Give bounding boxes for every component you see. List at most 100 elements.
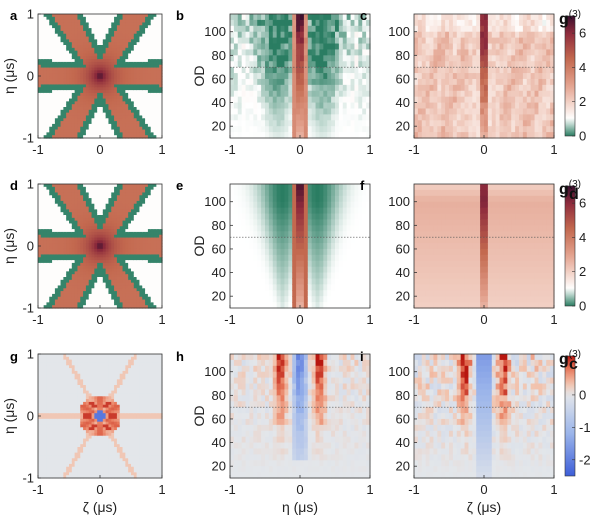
heatmap-cell — [230, 25, 235, 33]
heatmap-cell — [88, 302, 93, 306]
heatmap-cell — [52, 248, 56, 253]
heatmap-cell — [88, 90, 93, 94]
heatmap-cell — [491, 114, 497, 121]
heatmap-cell — [119, 234, 124, 239]
heatmap-cell — [484, 96, 489, 104]
heatmap-cell — [38, 282, 42, 287]
heatmap-cell — [63, 192, 67, 196]
heatmap-cell — [54, 248, 59, 253]
heatmap-cell — [60, 217, 64, 222]
heatmap-cell — [156, 36, 160, 40]
heatmap-cell — [54, 30, 59, 35]
heatmap-cell — [74, 212, 79, 216]
heatmap-cell — [69, 107, 73, 111]
heatmap-cell — [88, 206, 93, 210]
heatmap-cell — [46, 305, 50, 309]
heatmap-cell — [288, 25, 293, 33]
heatmap-cell — [119, 206, 124, 210]
heatmap-cell — [119, 90, 124, 94]
heatmap-cell — [284, 114, 289, 121]
heatmap-cell — [538, 132, 543, 139]
heatmap-cell — [128, 198, 132, 202]
heatmap-cell — [116, 254, 121, 258]
heatmap-cell — [88, 109, 93, 114]
heatmap-cell — [128, 104, 132, 108]
heatmap-cell — [83, 33, 87, 38]
heatmap-cell — [69, 78, 73, 83]
heatmap-cell — [91, 268, 95, 272]
heatmap-cell — [74, 84, 79, 88]
heatmap-cell — [338, 55, 344, 62]
heatmap-cell — [538, 19, 543, 27]
heatmap-cell — [38, 184, 42, 188]
heatmap-cell — [468, 19, 473, 27]
heatmap-cell — [46, 61, 50, 66]
heatmap-cell — [131, 95, 135, 100]
heatmap-cell — [268, 61, 274, 68]
heatmap-cell — [156, 73, 160, 77]
heatmap-cell — [49, 184, 53, 188]
heatmap-cell — [284, 102, 289, 110]
heatmap-cell — [46, 25, 50, 29]
heatmap-cell — [46, 288, 50, 292]
heatmap-cell — [105, 118, 110, 122]
heatmap-cell — [111, 121, 115, 125]
heatmap-cell — [105, 121, 110, 125]
heatmap-cell — [480, 14, 485, 21]
heatmap-cell — [77, 19, 81, 24]
heatmap-cell — [97, 302, 101, 306]
heatmap-cell — [145, 50, 149, 55]
heatmap-cell — [77, 87, 81, 91]
heatmap-cell — [114, 198, 118, 202]
heatmap-cell — [546, 55, 551, 62]
heatmap-cell — [131, 112, 135, 117]
heatmap-cell — [257, 78, 262, 86]
heatmap-cell — [300, 43, 305, 51]
heatmap-cell — [125, 14, 129, 18]
heatmap-cell — [83, 22, 87, 26]
heatmap-cell — [38, 73, 42, 77]
heatmap-cell — [233, 102, 239, 110]
heatmap-cell — [245, 49, 251, 56]
heatmap-cell — [257, 73, 262, 80]
heatmap-cell — [319, 108, 324, 115]
heatmap-cell — [83, 279, 87, 284]
heatmap-cell — [522, 37, 528, 45]
heatmap-cell — [272, 90, 278, 98]
heatmap-cell — [85, 42, 90, 46]
heatmap-cell — [85, 104, 90, 108]
heatmap-cell — [125, 36, 129, 40]
heatmap-cell — [150, 132, 155, 136]
heatmap-cell — [362, 31, 367, 39]
heatmap-cell — [85, 81, 90, 86]
heatmap-cell — [122, 64, 126, 69]
heatmap-cell — [119, 25, 124, 29]
heatmap-cell — [253, 108, 258, 115]
heatmap-cell — [94, 231, 98, 236]
heatmap-cell — [83, 302, 87, 306]
heatmap-cell — [131, 109, 135, 114]
heatmap-cell — [49, 231, 53, 236]
heatmap-cell — [80, 107, 84, 111]
heatmap-cell — [74, 274, 79, 278]
heatmap-cell — [114, 195, 118, 199]
heatmap-cell — [311, 61, 317, 68]
heatmap-cell — [40, 84, 45, 88]
heatmap-cell — [153, 36, 157, 40]
heatmap-cell — [80, 296, 84, 301]
heatmap-cell — [91, 291, 95, 295]
heatmap-cell — [484, 102, 489, 110]
heatmap-cell — [52, 87, 56, 91]
heatmap-cell — [116, 206, 121, 210]
heatmap-cell — [69, 296, 73, 301]
heatmap-cell — [49, 36, 53, 40]
heatmap-cell — [335, 37, 340, 45]
heatmap-cell — [100, 135, 104, 139]
heatmap-cell — [116, 215, 121, 219]
heatmap-cell — [38, 226, 42, 230]
heatmap-cell — [43, 195, 48, 199]
heatmap-cell — [323, 49, 328, 56]
heatmap-cell — [237, 49, 243, 56]
heatmap-cell — [484, 67, 489, 74]
heatmap-cell — [230, 120, 235, 127]
